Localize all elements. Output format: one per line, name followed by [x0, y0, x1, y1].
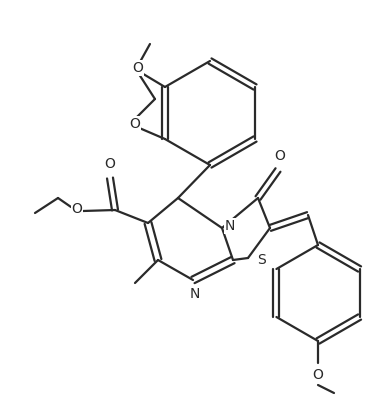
Text: N: N: [225, 219, 235, 233]
Text: O: O: [105, 157, 116, 171]
Text: O: O: [275, 149, 285, 163]
Text: O: O: [129, 117, 141, 131]
Text: O: O: [313, 368, 323, 382]
Text: O: O: [72, 202, 82, 216]
Text: S: S: [258, 253, 266, 267]
Text: O: O: [132, 61, 143, 75]
Text: N: N: [190, 287, 200, 301]
